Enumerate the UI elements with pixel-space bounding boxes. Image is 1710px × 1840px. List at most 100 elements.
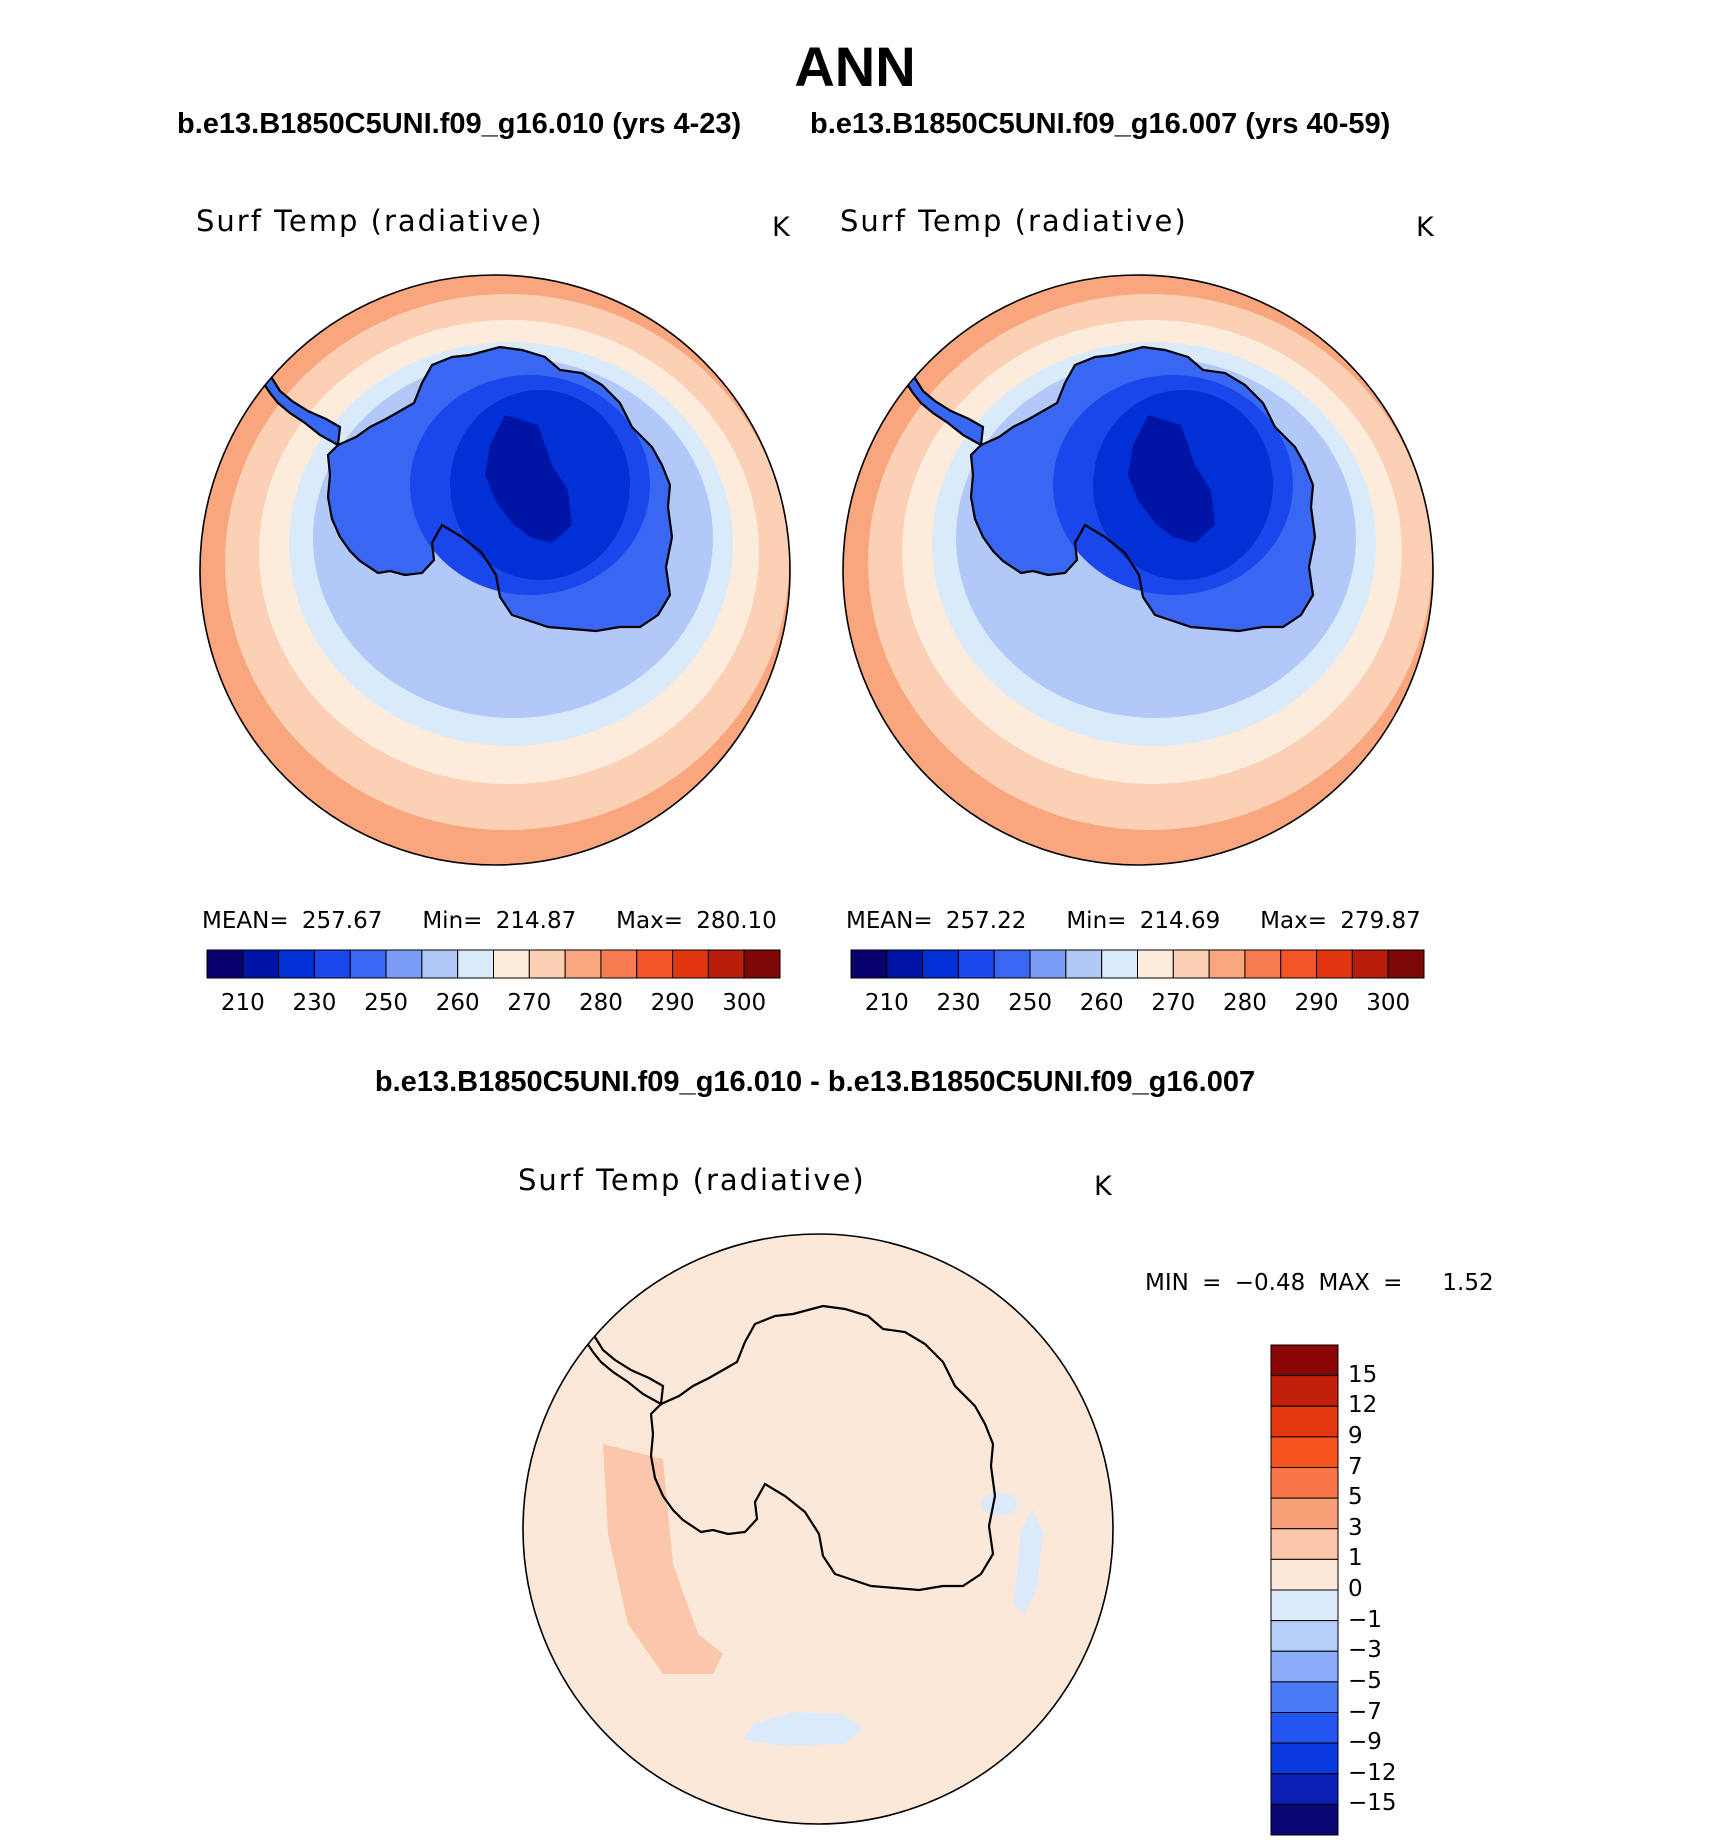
diff-cool-patch-small xyxy=(981,1492,1017,1516)
peninsula-land xyxy=(260,359,340,445)
colorbar-box xyxy=(672,949,709,979)
east-plateau xyxy=(1128,415,1215,543)
diff-max-label: MAX = xyxy=(1318,1270,1403,1296)
colorbar-tick-label: 270 xyxy=(507,990,552,1016)
left-colorbar: 210 230 250 260 270 280 290 300 xyxy=(206,949,781,1030)
colorbar-box xyxy=(1316,949,1353,979)
left-max-value: 280.10 xyxy=(696,908,777,934)
colorbar-box xyxy=(1270,1620,1339,1652)
right-max-value: 279.87 xyxy=(1340,908,1421,934)
right-min-value: 214.69 xyxy=(1139,908,1221,934)
colorbar-tick-label: 230 xyxy=(292,990,337,1016)
colorbar-tick-label: 300 xyxy=(722,990,767,1016)
colorbar-box xyxy=(922,949,959,979)
colorbar-box xyxy=(1101,949,1138,979)
map-border xyxy=(199,274,791,866)
colorbar-box xyxy=(1270,1742,1339,1775)
colorbar-tick-label: 250 xyxy=(364,990,409,1016)
right-min-label: Min= xyxy=(1066,908,1127,934)
left-polar-map xyxy=(199,274,791,866)
coastline xyxy=(969,345,1317,633)
colorbar-tick-label: −1 xyxy=(1348,1606,1382,1633)
colorbar-box xyxy=(957,949,995,979)
diff-colorbar: 15 12 9 7 5 3 1 0 −1 −3 −5 −7 −9 −12 −15 xyxy=(1270,1344,1431,1836)
colorbar-tick-label: 3 xyxy=(1348,1514,1363,1541)
colorbar-tick-label: 5 xyxy=(1348,1484,1363,1511)
colorbar-box xyxy=(1270,1497,1339,1530)
colorbar-box xyxy=(1387,949,1425,979)
right-colorbar: 210 230 250 260 270 280 290 300 xyxy=(850,949,1425,1030)
colorbar-tick-label: 9 xyxy=(1348,1422,1363,1449)
colorbar-box xyxy=(1280,949,1318,979)
colorbar-box xyxy=(1270,1712,1339,1744)
difference-title: b.e13.B1850C5UNI.f09_g16.010 - b.e13.B18… xyxy=(374,1066,1256,1098)
colorbar-box xyxy=(1270,1558,1339,1591)
left-mean-value: 257.67 xyxy=(301,908,383,934)
left-min-value: 214.87 xyxy=(495,908,577,934)
colorbar-box xyxy=(1351,949,1389,979)
case-left-title: b.e13.B1850C5UNI.f09_g16.010 (yrs 4-23) xyxy=(177,108,742,140)
colorbar-box xyxy=(743,949,781,979)
left-min-label: Min= xyxy=(422,908,483,934)
diff-cool-patch-east xyxy=(1013,1509,1043,1614)
colorbar-box xyxy=(1244,949,1282,979)
right-mean-label: MEAN= xyxy=(846,908,933,934)
colorbar-tick-label: −5 xyxy=(1348,1667,1382,1694)
colorbar-box xyxy=(1270,1681,1339,1713)
diff-panel-units: K xyxy=(1094,1171,1112,1202)
colorbar-tick-label: −9 xyxy=(1348,1729,1382,1756)
colorbar-box xyxy=(1137,949,1174,979)
colorbar-tick-label: 260 xyxy=(1079,990,1124,1016)
colorbar-box xyxy=(886,949,924,979)
right-polar-map xyxy=(842,274,1434,866)
left-panel-units: K xyxy=(772,212,790,243)
colorbar-box xyxy=(349,949,387,979)
diff-min-value: −0.48 xyxy=(1234,1270,1306,1296)
diff-panel-variable: Surf Temp (radiative) xyxy=(518,1163,866,1197)
colorbar-tick-label: 7 xyxy=(1348,1453,1363,1480)
diff-panel-stats: MIN = −0.48 MAX = 1.52 xyxy=(1145,1270,1494,1296)
diff-background xyxy=(523,1234,1113,1824)
colorbar-box xyxy=(242,949,280,979)
colorbar-box xyxy=(1270,1528,1339,1560)
diff-max-value: 1.52 xyxy=(1442,1270,1494,1296)
colorbar-box xyxy=(1270,1773,1339,1805)
map-border xyxy=(842,274,1434,866)
right-panel-variable: Surf Temp (radiative) xyxy=(840,204,1188,238)
right-panel-stats: MEAN= 257.22 Min= 214.69 Max= 279.87 xyxy=(846,908,1421,934)
colorbar-box xyxy=(1208,949,1246,979)
colorbar-tick-label: 210 xyxy=(220,990,265,1016)
colorbar-box xyxy=(1065,949,1103,979)
colorbar-box xyxy=(1172,949,1210,979)
right-max-label: Max= xyxy=(1260,908,1327,934)
colorbar-box xyxy=(1270,1405,1339,1438)
colorbar-tick-label: 12 xyxy=(1348,1392,1378,1419)
diff-cool-patch-south xyxy=(743,1712,863,1746)
difference-polar-map xyxy=(522,1233,1114,1825)
colorbar-tick-label: 210 xyxy=(864,990,909,1016)
left-max-label: Max= xyxy=(616,908,683,934)
colorbar-box xyxy=(600,949,638,979)
colorbar-tick-label: 230 xyxy=(936,990,981,1016)
right-panel-units: K xyxy=(1416,212,1434,243)
colorbar-tick-label: −15 xyxy=(1348,1790,1397,1817)
right-mean-value: 257.22 xyxy=(945,908,1027,934)
colorbar-tick-label: 1 xyxy=(1348,1545,1363,1572)
left-panel-stats: MEAN= 257.67 Min= 214.87 Max= 280.10 xyxy=(202,908,777,934)
colorbar-box xyxy=(1270,1650,1339,1683)
colorbar-tick-label: −12 xyxy=(1348,1759,1397,1786)
colorbar-box xyxy=(850,949,888,979)
peninsula-land xyxy=(903,359,983,445)
colorbar-tick-label: −7 xyxy=(1348,1698,1382,1725)
left-mean-label: MEAN= xyxy=(202,908,289,934)
left-panel-variable: Surf Temp (radiative) xyxy=(196,204,544,238)
colorbar-box xyxy=(313,949,351,979)
figure-title: ANN xyxy=(794,35,916,98)
colorbar-box xyxy=(1029,949,1067,979)
colorbar-tick-label: 280 xyxy=(578,990,623,1016)
colorbar-box xyxy=(636,949,674,979)
colorbar-box xyxy=(1270,1344,1339,1377)
colorbar-box xyxy=(278,949,315,979)
diff-warm-patch xyxy=(603,1444,723,1674)
colorbar-box xyxy=(385,949,423,979)
